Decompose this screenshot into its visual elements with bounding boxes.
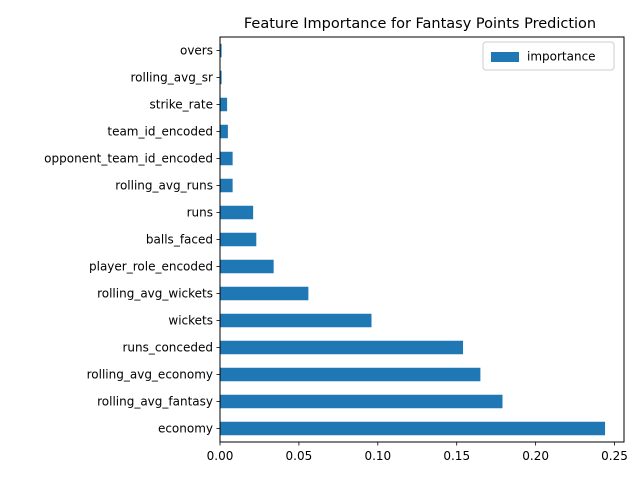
x-axis-ticks: 0.00 0.05 0.10 0.15 0.20 0.25 xyxy=(207,442,628,463)
bar-rolling_avg_wickets xyxy=(220,286,309,301)
y-tick-label: team_id_encoded xyxy=(107,125,213,139)
bar-overs xyxy=(220,43,222,58)
y-tick-label: rolling_avg_sr xyxy=(131,71,214,85)
bar-player_role_encoded xyxy=(220,259,274,274)
x-tick-label: 0.20 xyxy=(522,449,549,463)
legend: importance xyxy=(482,41,615,71)
x-tick-label: 0.10 xyxy=(364,449,391,463)
y-tick-label: player_role_encoded xyxy=(89,260,213,274)
bar-balls_faced xyxy=(220,232,257,247)
y-tick-label: overs xyxy=(180,44,213,58)
x-tick-label: 0.00 xyxy=(207,449,234,463)
bar-wickets xyxy=(220,313,372,328)
y-tick-label: balls_faced xyxy=(146,233,213,247)
axes-frame xyxy=(219,36,625,443)
y-tick-label: opponent_team_id_encoded xyxy=(44,152,213,166)
legend-label: importance xyxy=(527,50,596,64)
bar-rolling_avg_runs xyxy=(220,178,233,193)
x-tick-label: 0.25 xyxy=(601,449,628,463)
bars-layer xyxy=(220,43,606,436)
x-tick-label: 0.05 xyxy=(286,449,313,463)
y-tick-label: wickets xyxy=(168,314,213,328)
y-tick-label: rolling_avg_runs xyxy=(115,179,213,193)
y-tick-label: strike_rate xyxy=(149,98,213,112)
bar-economy xyxy=(220,421,606,436)
bar-team_id_encoded xyxy=(220,124,228,139)
y-tick-label: rolling_avg_economy xyxy=(87,368,213,382)
y-tick-label: rolling_avg_fantasy xyxy=(97,395,213,409)
legend-box xyxy=(482,41,615,71)
y-tick-label: economy xyxy=(158,422,213,436)
x-tick-label: 0.15 xyxy=(443,449,470,463)
bar-runs xyxy=(220,205,254,220)
y-tick-label: runs xyxy=(187,206,213,220)
y-tick-label: runs_conceded xyxy=(122,341,213,355)
bar-opponent_team_id_encoded xyxy=(220,151,233,166)
y-tick-label: rolling_avg_wickets xyxy=(97,287,213,301)
bar-runs_conceded xyxy=(220,340,464,355)
bar-rolling_avg_sr xyxy=(220,70,222,85)
chart-title: Feature Importance for Fantasy Points Pr… xyxy=(244,16,596,32)
y-axis-ticks: economy rolling_avg_fantasy rolling_avg_ec… xyxy=(44,44,220,436)
legend-swatch xyxy=(491,52,519,62)
bar-rolling_avg_economy xyxy=(220,367,481,382)
bar-rolling_avg_fantasy xyxy=(220,394,503,409)
bar-strike_rate xyxy=(220,97,228,112)
